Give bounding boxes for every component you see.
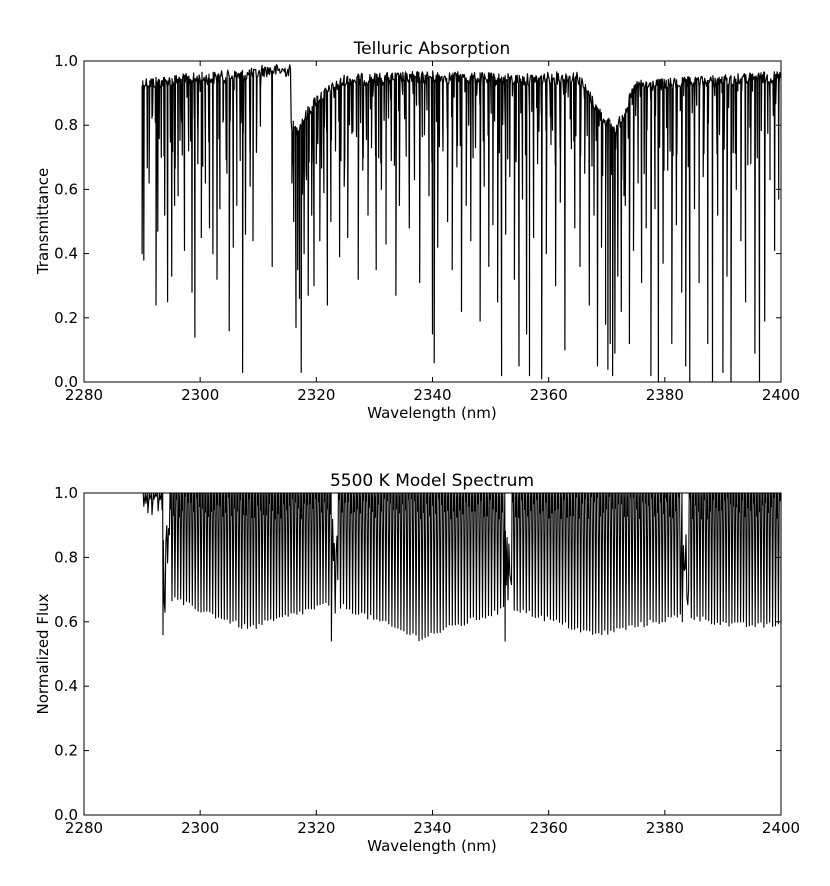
x-axis-label: Wavelength (nm) (367, 837, 497, 855)
y-tick-label: 0.6 (54, 613, 78, 631)
y-tick-label: 0.2 (54, 742, 78, 760)
x-tick-label: 2380 (646, 819, 684, 837)
telluric-panel: Telluric Absorption 2280 2300 2320 2340 2360… (34, 39, 800, 422)
y-tick-label: 0.0 (54, 806, 78, 824)
x-tick-label: 2320 (297, 386, 335, 404)
y-axis-label: Transmittance (34, 168, 52, 275)
model-spectrum-line (142, 492, 782, 642)
x-axis-label: Wavelength (nm) (367, 404, 497, 422)
y-tick-label: 1.0 (54, 484, 78, 502)
x-tick-label: 2300 (181, 819, 219, 837)
x-tick-label: 2300 (181, 386, 219, 404)
x-tick-label: 2340 (413, 386, 451, 404)
x-tick-label: 2320 (297, 819, 335, 837)
plot-area (141, 63, 782, 383)
y-tick-label: 0.0 (54, 373, 78, 391)
y-axis-ticks: 0.0 0.2 0.4 0.6 0.8 1.0 (54, 484, 781, 824)
x-tick-label: 2360 (530, 386, 568, 404)
x-tick-label: 2400 (762, 386, 800, 404)
x-tick-label: 2340 (413, 819, 451, 837)
y-tick-label: 0.4 (54, 677, 78, 695)
x-tick-label: 2280 (65, 819, 103, 837)
y-tick-label: 0.4 (54, 245, 78, 263)
model-spectrum-panel: 5500 K Model Spectrum 2280 2300 2320 2340 23… (34, 471, 800, 855)
y-tick-label: 0.2 (54, 309, 78, 327)
chart-title: 5500 K Model Spectrum (330, 471, 534, 491)
y-tick-label: 0.6 (54, 180, 78, 198)
y-axis-label: Normalized Flux (34, 593, 52, 714)
y-tick-label: 1.0 (54, 52, 78, 70)
x-tick-label: 2280 (65, 386, 103, 404)
x-axis-ticks: 2280 2300 2320 2340 2360 2380 2400 (65, 493, 800, 837)
x-axis-ticks: 2280 2300 2320 2340 2360 2380 2400 (65, 61, 800, 404)
x-tick-label: 2400 (762, 819, 800, 837)
x-tick-label: 2380 (646, 386, 684, 404)
telluric-spectrum-line (141, 63, 782, 383)
x-tick-label: 2360 (530, 819, 568, 837)
y-tick-label: 0.8 (54, 116, 78, 134)
y-tick-label: 0.8 (54, 548, 78, 566)
chart-title: Telluric Absorption (353, 39, 511, 59)
plot-area (142, 492, 782, 642)
y-axis-ticks: 0.0 0.2 0.4 0.6 0.8 1.0 (54, 52, 781, 391)
